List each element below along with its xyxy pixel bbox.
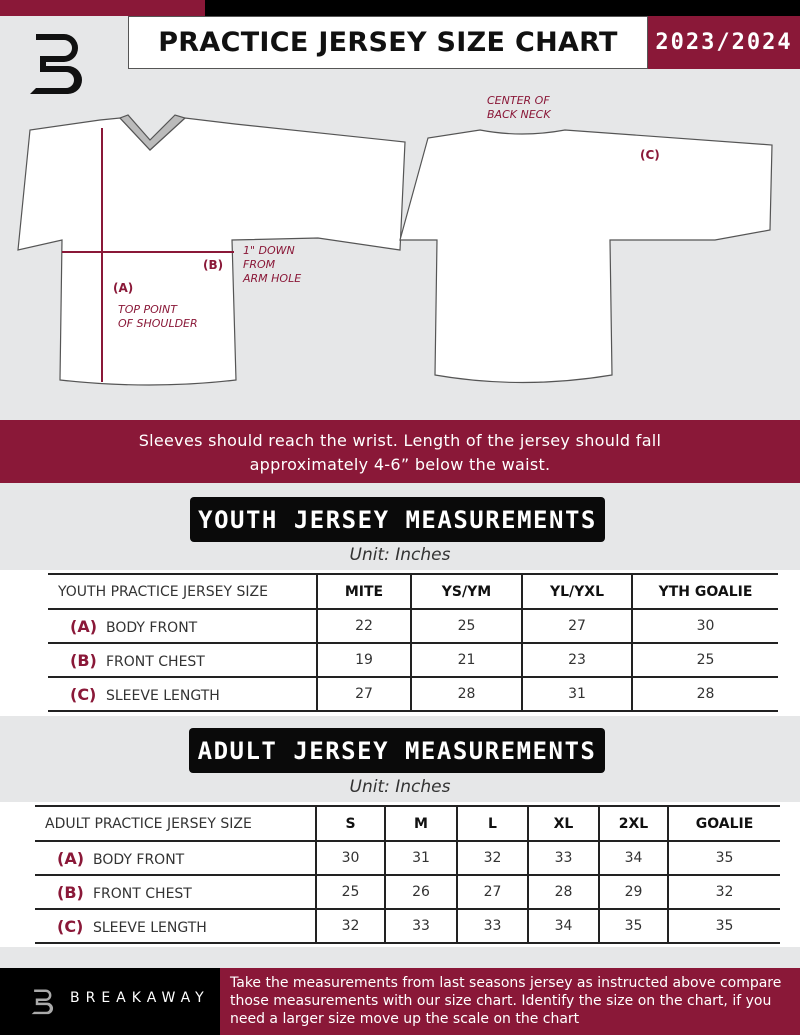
- adult-unit: Unit: Inches: [349, 777, 451, 797]
- adult-section-title: ADULT JERSEY MEASUREMENTS: [189, 728, 605, 773]
- measure-value: 22: [316, 608, 411, 644]
- youth-size-table: YOUTH PRACTICE JERSEY SIZE MITE YS/YM YL/YX…: [48, 573, 778, 712]
- size-header: YL/YXL: [521, 573, 632, 610]
- measure-letter: (A): [70, 616, 98, 636]
- measure-value: 26: [384, 874, 457, 910]
- footer-instructions: Take the measurements from last seasons …: [220, 968, 800, 1035]
- measure-value: 27: [521, 608, 632, 644]
- table-header-label: YOUTH PRACTICE JERSEY SIZE: [48, 573, 317, 610]
- size-header: L: [456, 805, 528, 842]
- measure-value: 35: [667, 908, 780, 944]
- back-jersey-outline: [399, 129, 773, 384]
- measure-value: 33: [527, 840, 599, 876]
- top-black-bar: [205, 0, 800, 16]
- measure-letter: (B): [57, 882, 84, 902]
- label-c: (C): [640, 148, 660, 162]
- measure-name: FRONT CHEST: [93, 885, 192, 902]
- front-jersey-outline: [17, 114, 406, 386]
- measure-letter: (B): [70, 650, 97, 670]
- label-a: (A): [113, 281, 134, 295]
- band-text-line1: Sleeves should reach the wrist. Length o…: [138, 431, 662, 450]
- instruction-band: Sleeves should reach the wrist. Length o…: [0, 420, 800, 483]
- center-back-neck-note: CENTER OF BACK NECK: [487, 94, 551, 121]
- measure-value: 27: [316, 676, 411, 712]
- measure-value: 34: [598, 840, 668, 876]
- measure-value: 33: [384, 908, 457, 944]
- season-label: 2023/2024: [648, 16, 800, 69]
- top-point-note: TOP POINT OF SHOULDER: [118, 303, 198, 330]
- measure-value: 29: [598, 874, 668, 910]
- measure-value: 19: [316, 642, 411, 678]
- size-header: S: [315, 805, 385, 842]
- measure-value: 35: [598, 908, 668, 944]
- measure-value: 30: [315, 840, 385, 876]
- measure-value: 25: [315, 874, 385, 910]
- label-b: (B): [203, 258, 224, 272]
- top-accent-bar: [0, 0, 205, 16]
- band-text-line2: approximately 4-6” below the waist.: [249, 455, 551, 474]
- measure-value: 25: [631, 642, 778, 678]
- measure-value: 35: [667, 840, 780, 876]
- page-title: PRACTICE JERSEY SIZE CHART: [128, 16, 648, 69]
- table-header-label: ADULT PRACTICE JERSEY SIZE: [35, 805, 316, 842]
- size-header: MITE: [316, 573, 411, 610]
- table-row: (C) SLEEVE LENGTH 27 28 31 28: [48, 676, 778, 712]
- jersey-diagram: [17, 114, 773, 386]
- table-row: (A) BODY FRONT 30 31 32 33 34 35: [35, 840, 780, 876]
- table-row: (B) FRONT CHEST 19 21 23 25: [48, 642, 778, 678]
- measure-value: 31: [384, 840, 457, 876]
- measure-name: BODY FRONT: [93, 851, 185, 868]
- footer-brand: BREAKAWAY: [70, 990, 210, 1006]
- measure-value: 27: [456, 874, 528, 910]
- measure-value: 28: [527, 874, 599, 910]
- measure-name: SLEEVE LENGTH: [106, 687, 220, 704]
- measure-value: 32: [315, 908, 385, 944]
- table-row: (A) BODY FRONT 22 25 27 30: [48, 608, 778, 644]
- measure-value: 31: [521, 676, 632, 712]
- measure-value: 25: [410, 608, 522, 644]
- measure-value: 32: [667, 874, 780, 910]
- size-header: 2XL: [598, 805, 668, 842]
- measure-value: 30: [631, 608, 778, 644]
- measure-name: SLEEVE LENGTH: [93, 919, 207, 936]
- measure-value: 34: [527, 908, 599, 944]
- measure-letter: (A): [57, 848, 85, 868]
- measure-value: 21: [410, 642, 522, 678]
- youth-unit: Unit: Inches: [349, 545, 451, 565]
- table-row: (B) FRONT CHEST 25 26 27 28 29 32: [35, 874, 780, 910]
- size-header: GOALIE: [667, 805, 780, 842]
- measure-name: FRONT CHEST: [106, 653, 205, 670]
- measure-letter: (C): [57, 916, 84, 936]
- breakaway-logo-icon: [30, 34, 82, 94]
- youth-section-title: YOUTH JERSEY MEASUREMENTS: [190, 497, 605, 542]
- adult-size-table: ADULT PRACTICE JERSEY SIZE S M L XL 2XL GOALIE…: [35, 805, 780, 944]
- measure-value: 28: [631, 676, 778, 712]
- arm-hole-note: 1" DOWN FROM ARM HOLE: [243, 244, 302, 285]
- footer-logo-icon: [31, 989, 54, 1015]
- measure-name: BODY FRONT: [106, 619, 198, 636]
- size-header: YS/YM: [410, 573, 522, 610]
- measure-value: 28: [410, 676, 522, 712]
- size-header: XL: [527, 805, 599, 842]
- measure-letter: (C): [70, 684, 97, 704]
- measure-value: 32: [456, 840, 528, 876]
- table-row: (C) SLEEVE LENGTH 32 33 33 34 35 35: [35, 908, 780, 944]
- size-header: YTH GOALIE: [631, 573, 778, 610]
- measure-value: 33: [456, 908, 528, 944]
- measure-value: 23: [521, 642, 632, 678]
- size-header: M: [384, 805, 457, 842]
